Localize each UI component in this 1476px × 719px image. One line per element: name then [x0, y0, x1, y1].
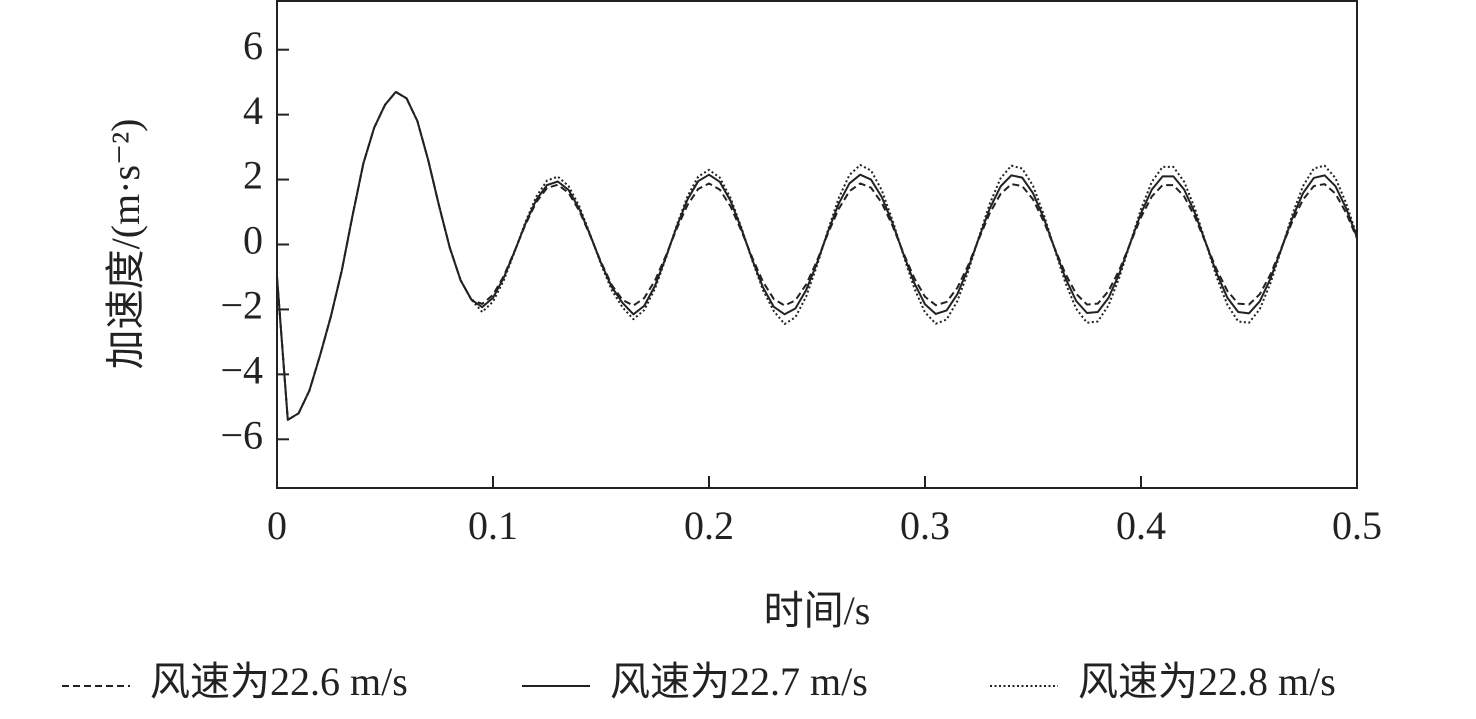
y-tick-label: −2 — [220, 283, 263, 328]
series-line — [276, 90, 1358, 421]
legend-label: 风速为22.6 m/s — [150, 659, 408, 704]
legend-label: 风速为22.8 m/s — [1078, 659, 1336, 704]
y-tick-label: 6 — [243, 23, 263, 68]
x-tick-label: 0.5 — [1332, 503, 1382, 548]
x-tick-label: 0.4 — [1116, 503, 1166, 548]
y-tick-label: 2 — [243, 153, 263, 198]
x-tick-label: 0.2 — [684, 503, 734, 548]
y-axis-label: 加速度/(m·s⁻²) — [103, 119, 148, 370]
y-tick-label: −4 — [220, 348, 263, 393]
x-tick-label: 0 — [267, 503, 287, 548]
series-line — [276, 90, 1358, 421]
legend-label: 风速为22.7 m/s — [610, 659, 868, 704]
x-axis-label: 时间/s — [764, 588, 871, 633]
x-tick-label: 0.3 — [900, 503, 950, 548]
y-tick-label: 0 — [243, 218, 263, 263]
series-line — [276, 90, 1358, 421]
x-tick-label: 0.1 — [468, 503, 518, 548]
plot-frame — [276, 0, 1358, 489]
y-tick-label: 4 — [243, 88, 263, 133]
y-tick-label: −6 — [220, 412, 263, 457]
